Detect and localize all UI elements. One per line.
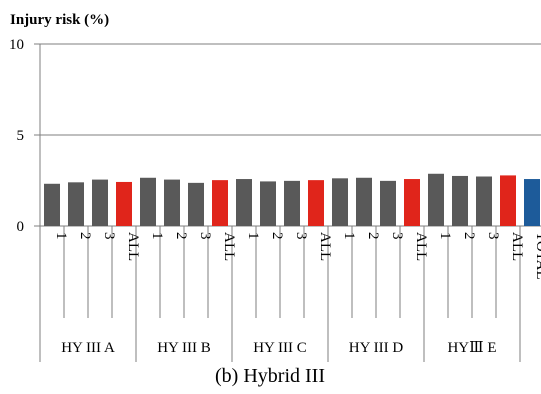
x-tick-label: 2 [461,232,477,240]
x-tick-label: 2 [365,232,381,240]
group-label: HY III B [157,340,211,356]
bar [332,178,348,226]
x-tick-label: TOTAL [533,232,541,280]
chart-title: Injury risk (%) [10,12,109,28]
bar [140,177,156,226]
x-tick-label: 3 [101,232,117,240]
x-tick-label: ALL [413,232,429,261]
group-label: HY III A [61,340,115,356]
bar [380,180,396,226]
x-tick-label: ALL [317,232,333,261]
group-labels: HY III A HY III B HY III C HY III D HYⅢ E [61,340,496,356]
group-label: HYⅢ E [447,340,496,356]
x-tick-label: 1 [149,232,165,240]
x-axis-tick-labels: 1 2 3 ALL 1 2 3 ALL 1 2 3 ALL 1 2 3 ALL 1 2 3 ALL TOTAL [53,232,541,280]
bar [308,180,324,226]
x-tick-label: 1 [437,232,453,240]
bar [260,181,276,226]
x-tick-label: 2 [269,232,285,240]
x-tick-label: ALL [125,232,141,261]
bar [404,179,420,226]
chart-caption: (b) Hybrid III [215,365,325,387]
x-tick-label: 1 [245,232,261,240]
x-tick-label: ALL [509,232,525,261]
x-tick-label: 2 [77,232,93,240]
bar [356,177,372,226]
bar [452,175,468,226]
bar [284,180,300,226]
bar [236,179,252,226]
y-axis-tick-labels: 0 5 10 [9,37,24,235]
bars [44,173,540,226]
y-tick-label: 0 [17,219,25,235]
x-tick-label: 1 [53,232,69,240]
x-tick-label: 3 [293,232,309,240]
bar [212,180,228,226]
bar [500,175,516,226]
category-separators [39,226,521,362]
bar [428,173,444,226]
group-label: HY III D [349,340,404,356]
x-tick-label: 3 [197,232,213,240]
bar [164,179,180,226]
bar [188,182,204,226]
y-tick-label: 10 [9,37,24,53]
bar [68,182,84,226]
bar [524,179,540,226]
group-label: HY III C [253,340,307,356]
x-tick-label: 2 [173,232,189,240]
bar [44,183,60,226]
y-tick-label: 5 [17,128,25,144]
bar [476,176,492,226]
bar [92,179,108,226]
bar [116,181,132,226]
x-tick-label: ALL [221,232,237,261]
x-tick-label: 3 [485,232,501,240]
x-tick-label: 3 [389,232,405,240]
x-tick-label: 1 [341,232,357,240]
